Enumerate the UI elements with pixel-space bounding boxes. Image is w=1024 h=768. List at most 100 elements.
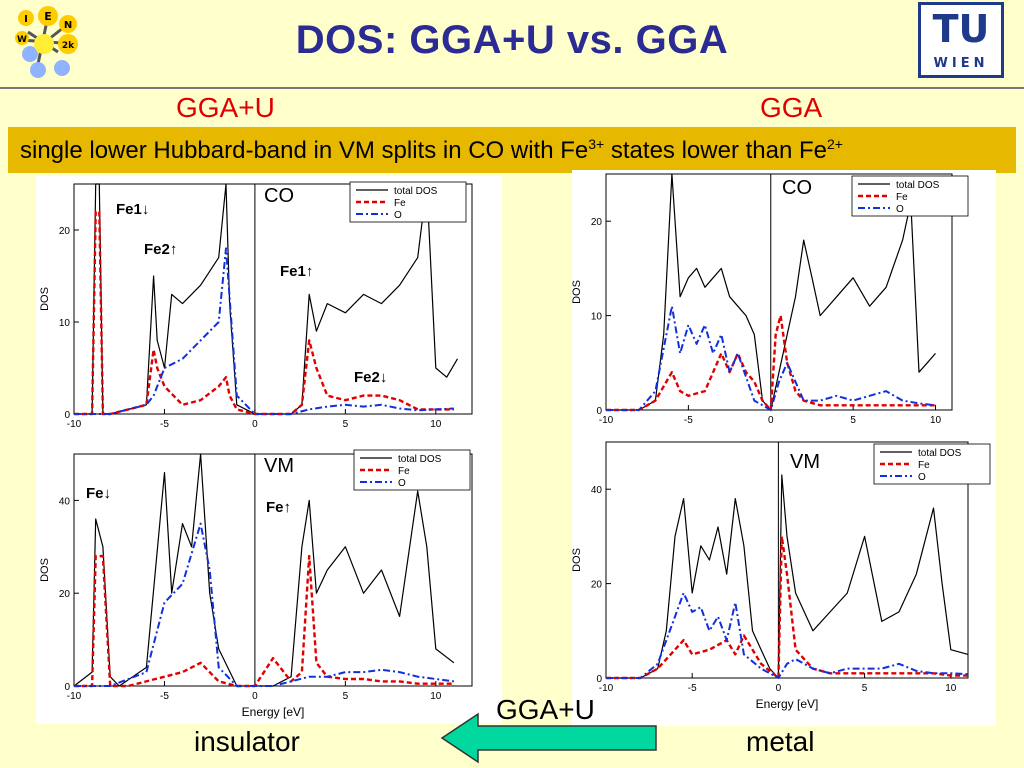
summary-banner-text: single lower Hubbard-band in VM splits i… <box>20 136 843 165</box>
y-tick-label: 20 <box>59 589 71 600</box>
y-axis-label: DOS <box>39 558 51 582</box>
y-tick-label: 20 <box>591 580 603 591</box>
x-tick-label: 10 <box>945 683 957 694</box>
legend-box <box>873 443 991 485</box>
legend-label: O <box>398 478 406 489</box>
x-tick-label: -10 <box>599 415 614 426</box>
y-tick-label: 10 <box>59 318 71 329</box>
banner-text-part2: states lower than Fe <box>604 137 827 164</box>
x-axis-label: Energy [eV] <box>756 697 819 711</box>
header-gga-u: GGA+U <box>176 92 275 123</box>
header-gga: GGA <box>760 92 823 123</box>
legend-label: total DOS <box>398 454 442 465</box>
y-axis-label: DOS <box>572 548 583 572</box>
x-tick-label: -10 <box>599 683 614 694</box>
y-tick-label: 40 <box>59 496 71 507</box>
y-tick-label: 20 <box>59 226 71 237</box>
panel-label: CO <box>264 185 294 207</box>
label-insulator: insulator <box>194 726 300 757</box>
series-line-fe <box>74 554 454 688</box>
legend-box <box>851 175 969 217</box>
series-line-o <box>74 247 454 415</box>
svg-text:N: N <box>64 20 72 31</box>
summary-banner <box>8 127 1016 173</box>
y-tick-label: 20 <box>591 217 603 228</box>
x-tick-label: 10 <box>930 415 942 426</box>
y-axis-label: DOS <box>39 287 51 311</box>
panel-label: VM <box>264 455 294 477</box>
banner-text-part1: single lower Hubbard-band in VM splits i… <box>20 137 589 164</box>
state-annotation: Fe2↓ <box>354 369 387 386</box>
x-tick-label: -5 <box>684 415 693 426</box>
svg-text:I: I <box>24 14 28 25</box>
x-tick-label: 5 <box>850 415 856 426</box>
title-divider <box>0 87 1024 89</box>
banner-sup-fe3: 3+ <box>588 136 605 152</box>
x-tick-label: -5 <box>688 683 697 694</box>
legend-label: O <box>896 204 904 215</box>
legend-label: Fe <box>394 198 406 209</box>
plot-frame <box>605 173 953 411</box>
legend-label: total DOS <box>918 448 962 459</box>
x-tick-label: 5 <box>862 683 868 694</box>
x-tick-label: 5 <box>343 419 349 430</box>
x-tick-label: -5 <box>160 419 169 430</box>
chart-gga-vm: -10 -5 0 5 10 0 20 40 DOS Energy [eV] VM total DOSF… <box>572 441 991 711</box>
chart-gga-u-vm: -10 -5 0 5 10 0 20 40 DOS Energy [eV] VM Fe↓ Fe↑ tota… <box>39 449 473 719</box>
tu-wien-logo: TU WIEN <box>918 2 1004 78</box>
y-tick-label: 0 <box>64 682 70 693</box>
legend-box <box>353 449 471 491</box>
svg-text:2k: 2k <box>62 41 75 51</box>
gga-plots-panel: -10 -5 0 5 10 0 10 20 DOS CO total DOS Fe O -10 -5 0 5 1… <box>572 170 996 726</box>
svg-text:E: E <box>44 10 52 23</box>
state-annotation: Fe↑ <box>266 499 291 516</box>
legend-label: O <box>394 210 402 221</box>
y-tick-label: 10 <box>591 312 603 323</box>
panel-label: VM <box>790 451 820 473</box>
chart-gga-u-co: -10 -5 0 5 10 0 10 20 DOS CO Fe1↓ Fe2↑ Fe1↑ Fe2↓ total… <box>39 181 473 430</box>
wien2k-logo: E I N W 2k <box>15 6 78 78</box>
y-tick-label: 40 <box>591 485 603 496</box>
tu-logo-text: TU <box>932 7 990 51</box>
x-tick-label: 10 <box>430 691 442 702</box>
gga-u-plots-panel: -10 -5 0 5 10 0 10 20 DOS CO Fe1↓ Fe2↑ Fe1↑ Fe2↓ total… <box>36 176 502 724</box>
label-metal: metal <box>746 726 815 757</box>
series-line-o <box>606 305 936 411</box>
y-axis-label: DOS <box>572 280 583 304</box>
left-arrow-icon <box>440 712 657 764</box>
x-tick-label: 0 <box>768 415 774 426</box>
state-annotation: Fe1↑ <box>280 263 313 280</box>
x-tick-label: -5 <box>160 691 169 702</box>
x-tick-label: 10 <box>430 419 442 430</box>
legend-label: total DOS <box>394 186 438 197</box>
banner-sup-fe2: 2+ <box>827 136 843 152</box>
series-line-fe <box>74 210 454 416</box>
page-title: DOS: GGA+U vs. GGA <box>295 18 729 62</box>
legend-label: Fe <box>918 460 930 471</box>
y-tick-label: 0 <box>64 410 70 421</box>
series-line-fe <box>606 535 968 680</box>
y-tick-label: 0 <box>596 406 602 417</box>
series-line-total-dos <box>606 474 969 679</box>
x-tick-label: 0 <box>252 691 258 702</box>
panel-label: CO <box>782 177 812 199</box>
state-annotation: Fe2↑ <box>144 241 177 258</box>
x-tick-label: 5 <box>343 691 349 702</box>
legend-box <box>349 181 467 223</box>
legend-label: O <box>918 472 926 483</box>
svg-text:W: W <box>17 35 27 45</box>
x-axis-label: Energy [eV] <box>242 705 305 719</box>
x-tick-label: -10 <box>67 691 82 702</box>
state-annotation: Fe↓ <box>86 485 111 502</box>
legend-label: Fe <box>896 192 908 203</box>
x-tick-label: -10 <box>67 419 82 430</box>
x-tick-label: 0 <box>776 683 782 694</box>
series-line-o <box>74 522 455 687</box>
state-annotation: Fe1↓ <box>116 201 149 218</box>
legend-label: Fe <box>398 466 410 477</box>
arrow-label-gga-u: GGA+U <box>496 694 595 725</box>
y-tick-label: 0 <box>596 674 602 685</box>
series-line-o <box>606 592 969 679</box>
plot-frame <box>605 441 969 679</box>
